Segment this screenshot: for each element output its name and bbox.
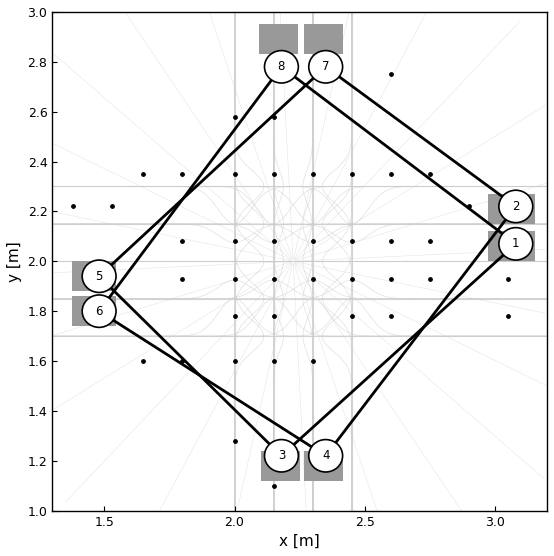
Point — [347, 274, 356, 283]
Bar — [304, 451, 342, 481]
Point — [230, 436, 239, 445]
Point — [107, 202, 116, 211]
Point — [504, 312, 512, 321]
Point — [230, 356, 239, 365]
Circle shape — [82, 260, 116, 292]
Point — [178, 356, 187, 365]
Text: 1: 1 — [512, 237, 520, 250]
Point — [329, 25, 338, 34]
Circle shape — [499, 190, 533, 222]
Point — [308, 356, 317, 365]
Circle shape — [309, 440, 342, 472]
Point — [347, 312, 356, 321]
Point — [425, 274, 434, 283]
Bar — [259, 24, 299, 54]
Bar — [489, 194, 535, 224]
Point — [269, 170, 278, 178]
Bar — [72, 296, 116, 326]
Point — [386, 170, 395, 178]
Text: 5: 5 — [95, 270, 103, 283]
Point — [386, 274, 395, 283]
Point — [269, 356, 278, 365]
Bar — [489, 231, 535, 261]
Point — [347, 170, 356, 178]
Point — [178, 237, 187, 246]
Point — [308, 170, 317, 178]
X-axis label: x [m]: x [m] — [279, 534, 320, 549]
Point — [139, 356, 148, 365]
Point — [308, 274, 317, 283]
Circle shape — [264, 51, 299, 83]
Point — [269, 274, 278, 283]
Point — [230, 112, 239, 121]
Point — [425, 170, 434, 178]
Point — [504, 274, 512, 283]
Bar — [260, 451, 300, 481]
Point — [269, 312, 278, 321]
Point — [386, 237, 395, 246]
Circle shape — [309, 51, 342, 83]
Bar — [304, 24, 342, 54]
Point — [308, 237, 317, 246]
Point — [269, 237, 278, 246]
Point — [386, 70, 395, 79]
Point — [178, 274, 187, 283]
Point — [139, 170, 148, 178]
Bar — [72, 261, 116, 291]
Point — [230, 237, 239, 246]
Point — [347, 237, 356, 246]
Text: 4: 4 — [322, 449, 330, 462]
Text: 2: 2 — [512, 200, 520, 213]
Point — [178, 170, 187, 178]
Point — [269, 112, 278, 121]
Point — [269, 481, 278, 490]
Point — [464, 202, 473, 211]
Point — [425, 237, 434, 246]
Point — [386, 312, 395, 321]
Circle shape — [499, 227, 533, 260]
Text: 8: 8 — [278, 60, 285, 73]
Text: 7: 7 — [322, 60, 330, 73]
Circle shape — [82, 295, 116, 327]
Circle shape — [264, 440, 299, 472]
Point — [230, 170, 239, 178]
Point — [230, 312, 239, 321]
Text: 3: 3 — [278, 449, 285, 462]
Point — [69, 202, 78, 211]
Point — [230, 274, 239, 283]
Text: 6: 6 — [95, 305, 103, 317]
Y-axis label: y [m]: y [m] — [7, 241, 22, 282]
